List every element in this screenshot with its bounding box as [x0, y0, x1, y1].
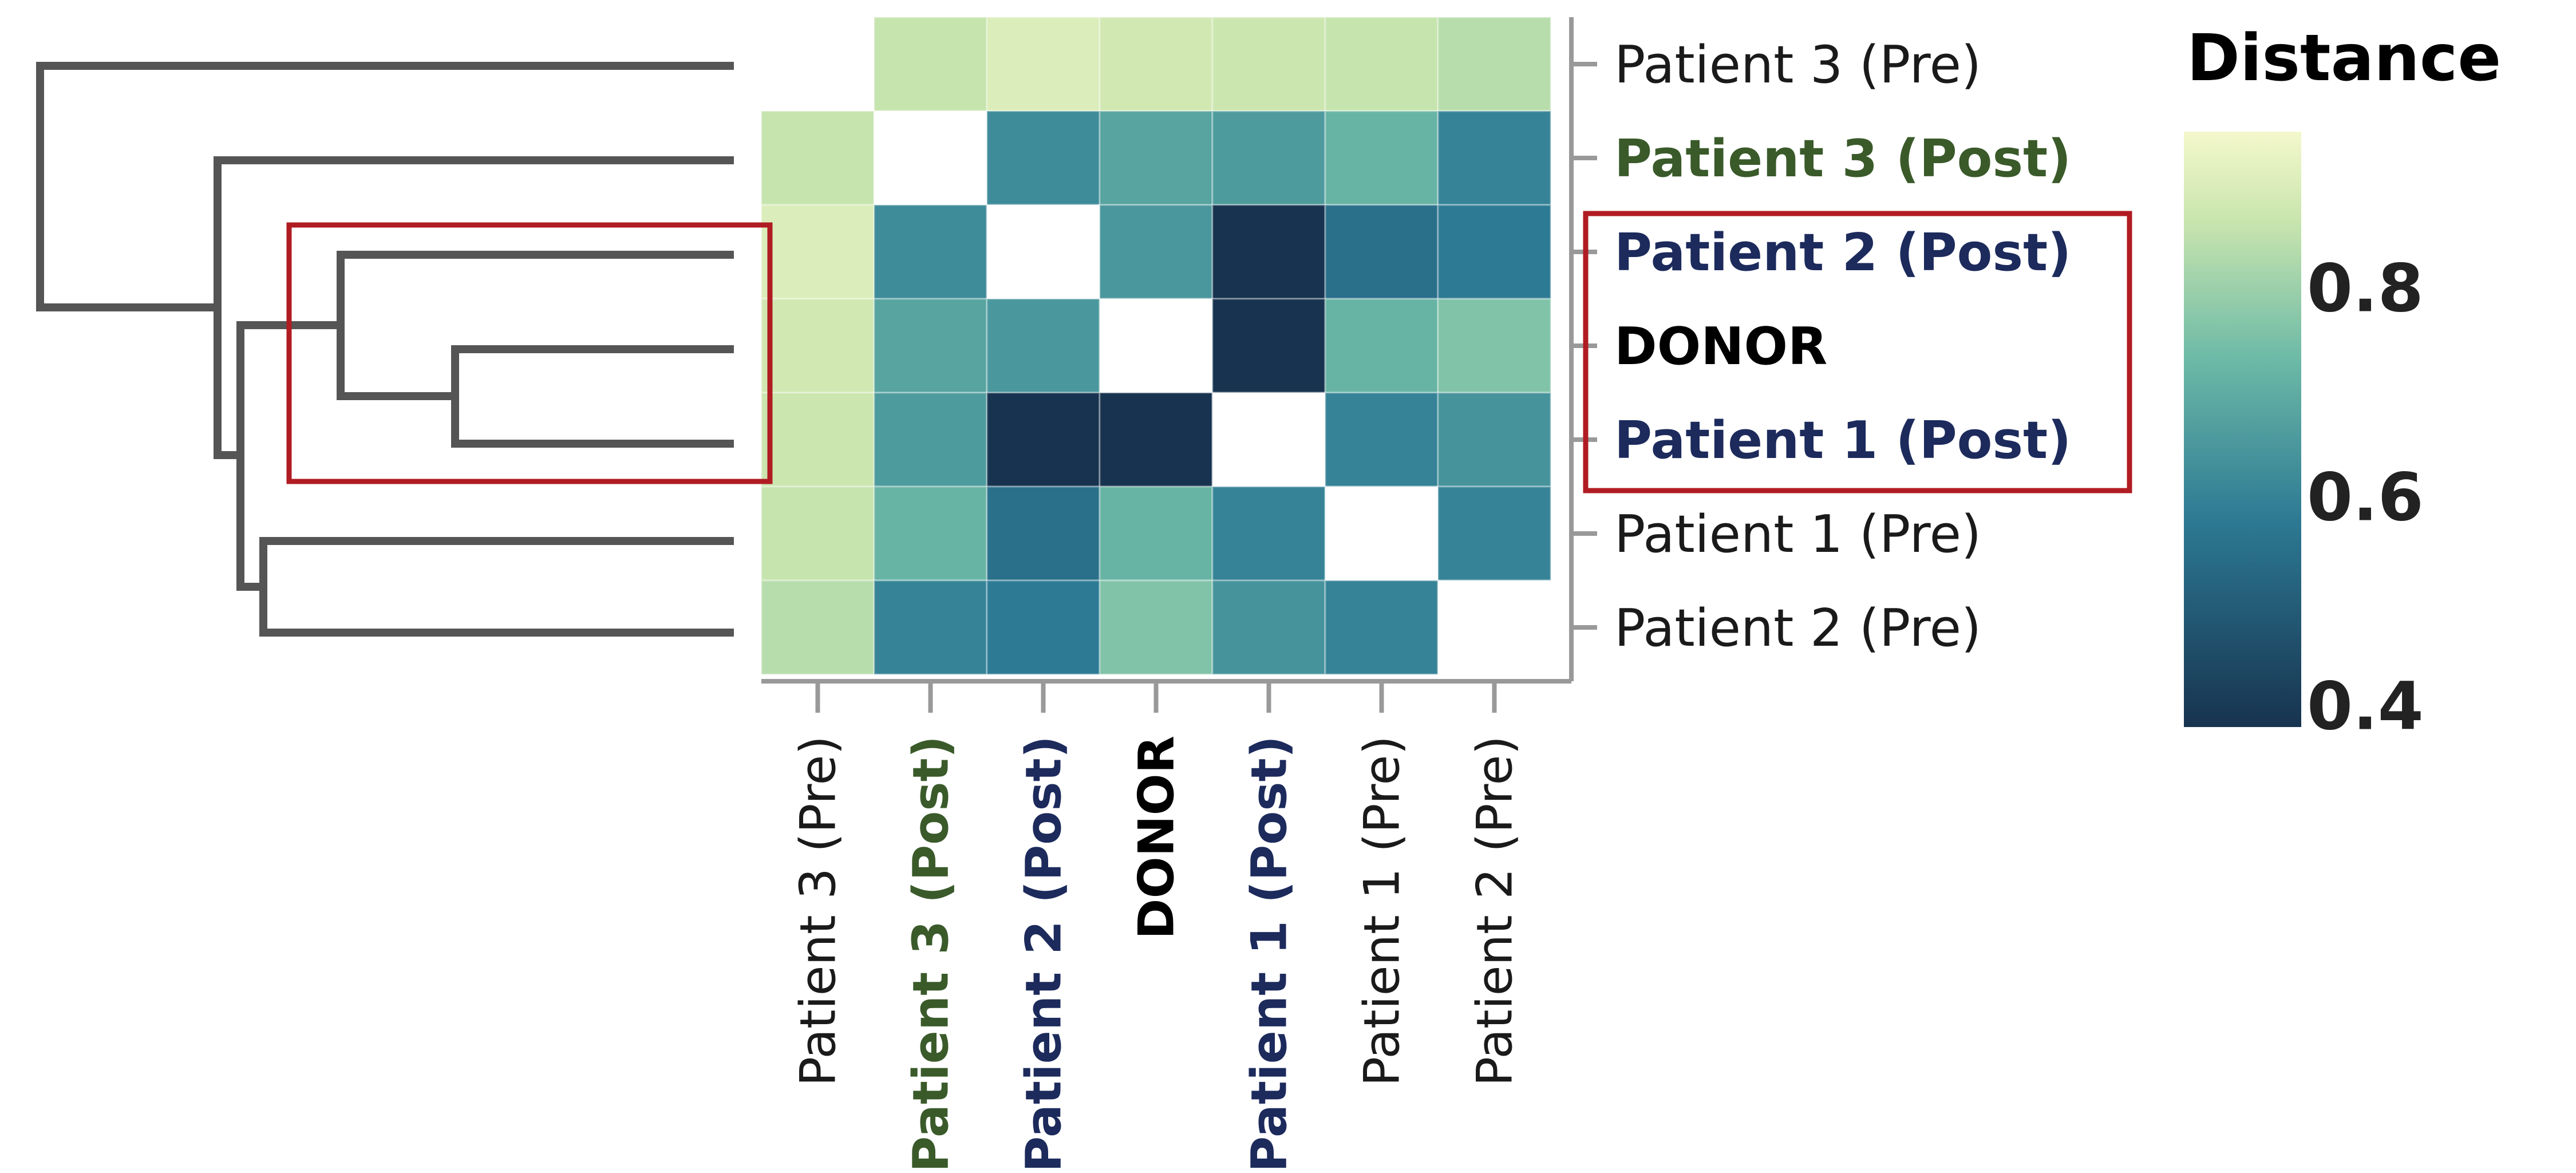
heatmap-cell-patient-1-post-x-patient-1-post — [1211, 392, 1326, 488]
heatmap-cell-patient-2-pre-x-donor — [1099, 579, 1214, 676]
label-highlight-box — [1583, 211, 2132, 493]
heatmap-cell-patient-1-post-x-donor — [1099, 392, 1214, 488]
col-label-patient-2-post: Patient 2 (Post) — [1016, 736, 1073, 1172]
dendrogram — [36, 62, 734, 637]
heatmap-cell-patient-2-post-x-patient-1-pre — [1324, 204, 1439, 300]
dendrogram-highlight-box — [286, 222, 773, 484]
colorbar-tick-label: 0.4 — [2307, 669, 2424, 745]
heatmap-cell-patient-1-post-x-patient-2-pre — [1437, 392, 1552, 488]
heatmap-cell-donor-x-patient-3-pre — [760, 298, 875, 394]
row-label-patient-3-pre: Patient 3 (Pre) — [1614, 35, 1981, 95]
heatmap-cell-patient-2-pre-x-patient-1-post — [1211, 579, 1326, 676]
col-ticks: Patient 3 (Pre) Patient 3 (Post) Patient 2… — [790, 681, 1524, 1172]
heatmap-cell-patient-1-pre-x-patient-1-post — [1211, 485, 1326, 582]
heatmap-cell-patient-1-post-x-patient-1-pre — [1324, 392, 1439, 488]
heatmap-cell-donor-x-patient-1-post — [1211, 298, 1326, 394]
heatmap-cell-patient-3-post-x-patient-1-pre — [1324, 110, 1439, 206]
row-label-patient-2-post: Patient 2 (Post) — [1614, 223, 2071, 283]
heatmap-cell-patient-2-pre-x-patient-2-pre — [1437, 579, 1552, 676]
heatmap-cell-patient-2-post-x-patient-2-pre — [1437, 204, 1552, 300]
heatmap-cell-patient-2-post-x-patient-3-pre — [760, 204, 875, 300]
col-label-patient-1-pre: Patient 1 (Pre) — [1354, 736, 1411, 1087]
row-ticks: Patient 3 (Pre) Patient 3 (Post) Patient 2… — [1571, 35, 2071, 658]
heatmap-cell-donor-x-patient-2-pre — [1437, 298, 1552, 394]
heatmap-cell-donor-x-patient-3-post — [873, 298, 988, 394]
heatmap-cell-patient-3-post-x-donor — [1099, 110, 1214, 206]
col-label-patient-1-post: Patient 1 (Post) — [1241, 736, 1298, 1172]
heatmap-cell-patient-1-post-x-patient-3-pre — [760, 392, 875, 488]
heatmap-cell-patient-3-post-x-patient-1-post — [1211, 110, 1326, 206]
heatmap-cell-patient-1-pre-x-patient-2-post — [986, 485, 1101, 582]
heatmap-cell-patient-3-pre-x-patient-2-post — [986, 16, 1101, 112]
row-label-patient-1-pre: Patient 1 (Pre) — [1614, 504, 1981, 564]
heatmap-cell-patient-3-pre-x-patient-1-post — [1211, 16, 1326, 112]
heatmap-cell-patient-3-post-x-patient-2-post — [986, 110, 1101, 206]
heatmap-cell-patient-3-pre-x-patient-1-pre — [1324, 16, 1439, 112]
heatmap-cell-patient-3-pre-x-patient-2-pre — [1437, 16, 1552, 112]
row-label-patient-2-pre: Patient 2 (Pre) — [1614, 598, 1981, 658]
col-label-patient-3-pre: Patient 3 (Pre) — [790, 736, 847, 1087]
heatmap-cell-patient-1-pre-x-patient-2-pre — [1437, 485, 1552, 582]
heatmap-cell-donor-x-patient-2-post — [986, 298, 1101, 394]
colorbar-title: Distance — [2187, 21, 2501, 96]
colorbar: Distance 0.8 0.6 0.4 — [2184, 21, 2501, 745]
col-label-patient-2-pre: Patient 2 (Pre) — [1467, 736, 1524, 1087]
heatmap-cell-patient-2-post-x-donor — [1099, 204, 1214, 300]
heatmap-cell-patient-2-pre-x-patient-3-pre — [760, 579, 875, 676]
heatmap-cell-patient-2-post-x-patient-2-post — [986, 204, 1101, 300]
heatmap-cell-donor-x-donor — [1099, 298, 1214, 394]
heatmap-cell-patient-3-post-x-patient-2-pre — [1437, 110, 1552, 206]
heatmap-cells — [760, 16, 1552, 676]
heatmap-cell-patient-1-pre-x-donor — [1099, 485, 1214, 582]
heatmap-cell-patient-2-pre-x-patient-1-pre — [1324, 579, 1439, 676]
heatmap-cell-patient-1-pre-x-patient-1-pre — [1324, 485, 1439, 582]
colorbar-tick-label: 0.6 — [2307, 460, 2424, 536]
heatmap-cell-patient-2-pre-x-patient-2-post — [986, 579, 1101, 676]
heatmap-cell-patient-2-pre-x-patient-3-post — [873, 579, 988, 676]
heatmap-cell-patient-3-pre-x-donor — [1099, 16, 1214, 112]
row-label-patient-1-post: Patient 1 (Post) — [1614, 410, 2071, 471]
heatmap-cell-patient-3-post-x-patient-3-pre — [760, 110, 875, 206]
heatmap-cell-patient-3-pre-x-patient-3-post — [873, 16, 988, 112]
axes — [761, 17, 1574, 684]
heatmap-cell-donor-x-patient-1-pre — [1324, 298, 1439, 394]
heatmap-cell-patient-1-post-x-patient-2-post — [986, 392, 1101, 488]
heatmap-cell-patient-1-pre-x-patient-3-post — [873, 485, 988, 582]
col-label-donor: DONOR — [1128, 736, 1186, 939]
colorbar-ticks: 0.8 0.6 0.4 — [2307, 251, 2424, 745]
colorbar-gradient — [2184, 132, 2301, 727]
heatmap-cell-patient-3-post-x-patient-3-post — [873, 110, 988, 206]
heatmap-cell-patient-1-pre-x-patient-3-pre — [760, 485, 875, 582]
col-label-patient-3-post: Patient 3 (Post) — [903, 736, 960, 1172]
row-label-donor: DONOR — [1614, 317, 1827, 377]
heatmap-cell-patient-2-post-x-patient-1-post — [1211, 204, 1326, 300]
row-label-patient-3-post: Patient 3 (Post) — [1614, 129, 2071, 189]
heatmap-cell-patient-2-post-x-patient-3-post — [873, 204, 988, 300]
heatmap-cell-patient-1-post-x-patient-3-post — [873, 392, 988, 488]
colorbar-tick-label: 0.8 — [2307, 251, 2424, 327]
